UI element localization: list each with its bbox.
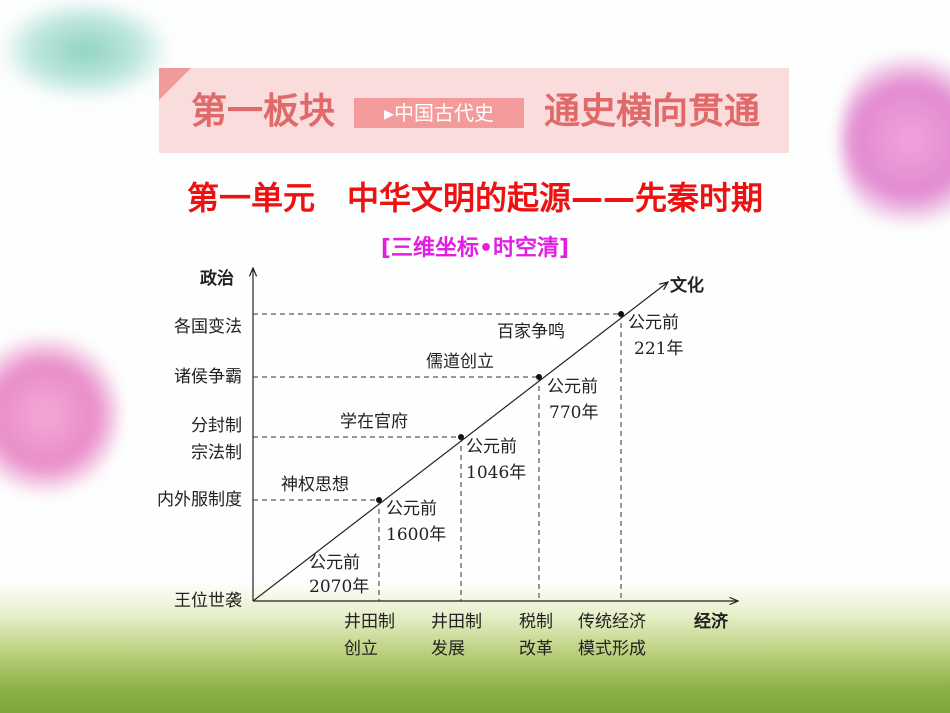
culture-label: 儒道创立	[426, 352, 494, 372]
politics-label: 诸侯争霸	[174, 367, 242, 387]
politics-label: 王位世袭	[174, 591, 242, 611]
banner-tag: ▸中国古代史	[354, 98, 524, 128]
page-subtitle: [三维坐标•时空清]	[380, 236, 570, 261]
page-title: 第一单元 中华文明的起源——先秦时期	[186, 179, 763, 217]
timeline-point	[376, 497, 382, 503]
date-label: 1600年	[386, 525, 446, 545]
economy-label: 改革	[519, 639, 553, 659]
politics-label: 宗法制	[191, 443, 242, 463]
date-label: 2070年	[309, 577, 369, 597]
culture-label: 百家争鸣	[497, 322, 565, 342]
decorative-background-top-left	[0, 0, 170, 100]
timeline-point	[458, 434, 464, 440]
culture-label: 学在官府	[340, 412, 408, 432]
banner-corner	[159, 68, 191, 100]
economy-label: 发展	[431, 639, 465, 659]
decorative-grass-background	[0, 583, 950, 713]
date-label: 公元前	[547, 377, 598, 397]
economy-label: 井田制	[431, 612, 482, 632]
economy-label: 创立	[344, 639, 378, 659]
date-label: 公元前	[466, 437, 517, 457]
timeline-point	[536, 374, 542, 380]
banner-section-label: 第一板块	[191, 90, 336, 132]
date-label: 公元前	[628, 313, 679, 333]
section-banner: 第一板块 ▸中国古代史 通史横向贯通	[159, 68, 789, 153]
date-label: 公元前	[386, 499, 437, 519]
economy-label: 税制	[519, 612, 553, 632]
date-label: 1046年	[466, 463, 526, 483]
politics-label: 各国变法	[174, 317, 242, 337]
economy-label: 模式形成	[578, 639, 646, 659]
date-label: 公元前	[309, 553, 360, 573]
politics-axis-label: 政治	[200, 268, 234, 289]
date-label: 221年	[634, 339, 683, 359]
timeline-point	[618, 311, 624, 317]
economy-axis-label: 经济	[694, 611, 729, 632]
culture-axis-label: 文化	[670, 275, 704, 296]
politics-label: 分封制	[191, 416, 242, 436]
culture-label: 神权思想	[281, 475, 349, 495]
decorative-flower-right	[840, 40, 950, 240]
banner-heading: 通史横向贯通	[544, 90, 761, 132]
date-label: 770年	[549, 403, 598, 423]
politics-label: 内外服制度	[157, 490, 242, 510]
economy-label: 传统经济	[578, 612, 646, 632]
banner-tag-label: 中国古代史	[394, 101, 495, 125]
decorative-flower-left	[0, 330, 120, 500]
economy-label: 井田制	[344, 612, 395, 632]
